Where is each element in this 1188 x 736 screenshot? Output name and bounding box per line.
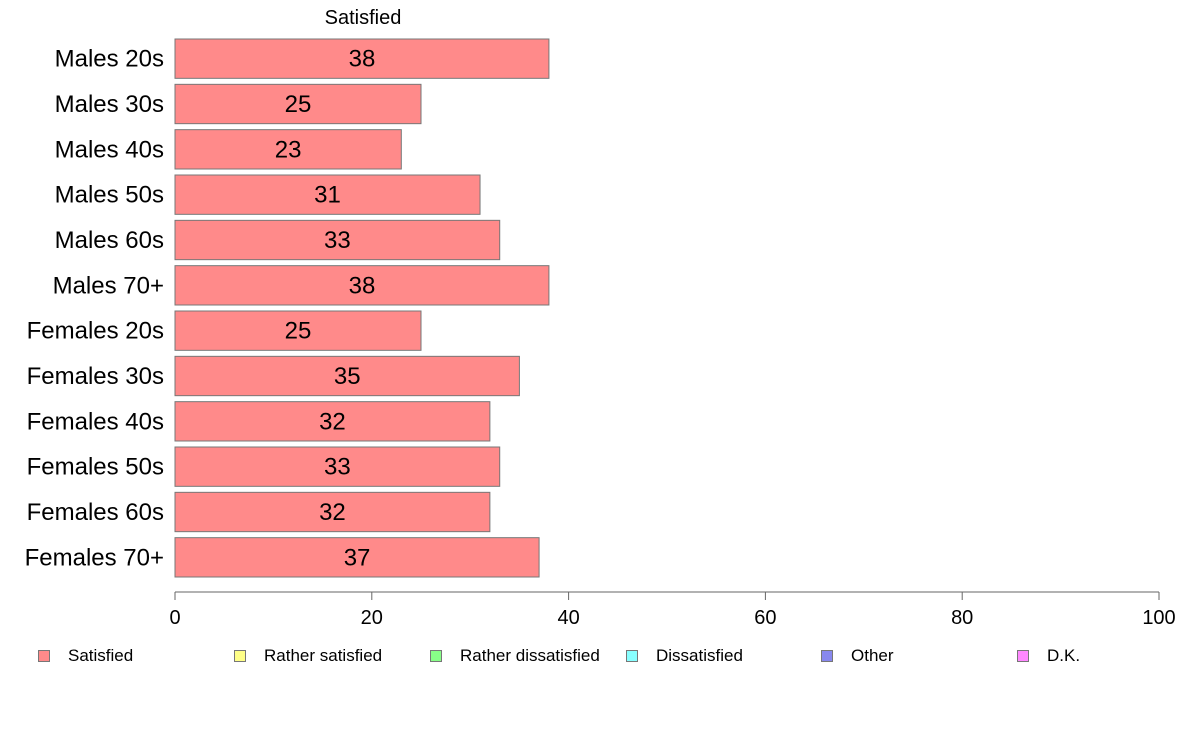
bar [174, 83, 422, 125]
series-title: Satisfied [324, 7, 402, 29]
legend-label: Satisfied [68, 646, 134, 665]
category-label: Females 40s [27, 408, 164, 435]
data-label: 31 [314, 182, 341, 209]
x-tick-label: 80 [951, 607, 973, 629]
legend-swatch [234, 650, 246, 662]
legend-label: Other [851, 646, 894, 665]
data-label: 23 [275, 136, 302, 163]
data-label: 32 [319, 499, 346, 526]
category-label: Females 60s [27, 499, 164, 526]
bar [174, 537, 540, 578]
legend-swatch [38, 650, 50, 662]
category-label: Males 50s [55, 182, 164, 209]
legend-swatch [430, 650, 442, 662]
legend-item-dissatisfied: Dissatisfied [626, 646, 743, 666]
legend-item-dk: D.K. [1017, 646, 1080, 666]
data-label: 25 [285, 318, 312, 345]
data-label: 33 [324, 454, 351, 481]
x-tick-label: 20 [361, 607, 383, 629]
category-label: Females 70+ [25, 544, 164, 571]
x-tick-label: 100 [1142, 607, 1175, 629]
bar [174, 446, 501, 487]
bar [174, 38, 550, 79]
category-label: Males 30s [55, 91, 164, 118]
bar [174, 265, 550, 306]
category-label: Females 50s [27, 454, 164, 481]
x-tick-label: 40 [557, 607, 579, 629]
bar [174, 129, 402, 170]
category-label: Males 40s [55, 136, 164, 163]
bar [174, 401, 491, 442]
legend-item-rather-satisfied: Rather satisfied [234, 646, 382, 666]
data-label: 35 [334, 363, 361, 390]
bar [174, 491, 491, 533]
data-label: 32 [319, 408, 346, 435]
legend-item-other: Other [821, 646, 894, 666]
legend-label: Rather satisfied [264, 646, 383, 665]
data-label: 38 [349, 46, 376, 73]
bar [174, 310, 422, 351]
category-label: Males 70+ [53, 272, 164, 299]
category-label: Males 20s [55, 46, 164, 73]
data-label: 25 [285, 91, 312, 118]
legend: Satisfied Rather satisfied Rather dissat… [38, 646, 1178, 668]
legend-item-rather-dissatisfied: Rather dissatisfied [430, 646, 600, 666]
legend-label: Rather dissatisfied [460, 646, 600, 665]
legend-swatch [821, 650, 833, 662]
bar [174, 174, 481, 215]
data-label: 38 [349, 272, 376, 299]
legend-label: D.K. [1047, 646, 1081, 665]
legend-label: Dissatisfied [656, 646, 743, 665]
x-tick-label: 0 [169, 607, 180, 629]
bar [174, 355, 520, 397]
category-label: Females 30s [27, 363, 164, 390]
bar [174, 219, 501, 261]
category-label: Females 20s [27, 318, 164, 345]
legend-swatch [626, 650, 638, 662]
legend-item-satisfied: Satisfied [38, 646, 133, 666]
x-tick-label: 60 [754, 607, 776, 629]
data-label: 33 [324, 227, 351, 254]
category-label: Males 60s [55, 227, 164, 254]
legend-swatch [1017, 650, 1029, 662]
data-label: 37 [344, 544, 371, 571]
